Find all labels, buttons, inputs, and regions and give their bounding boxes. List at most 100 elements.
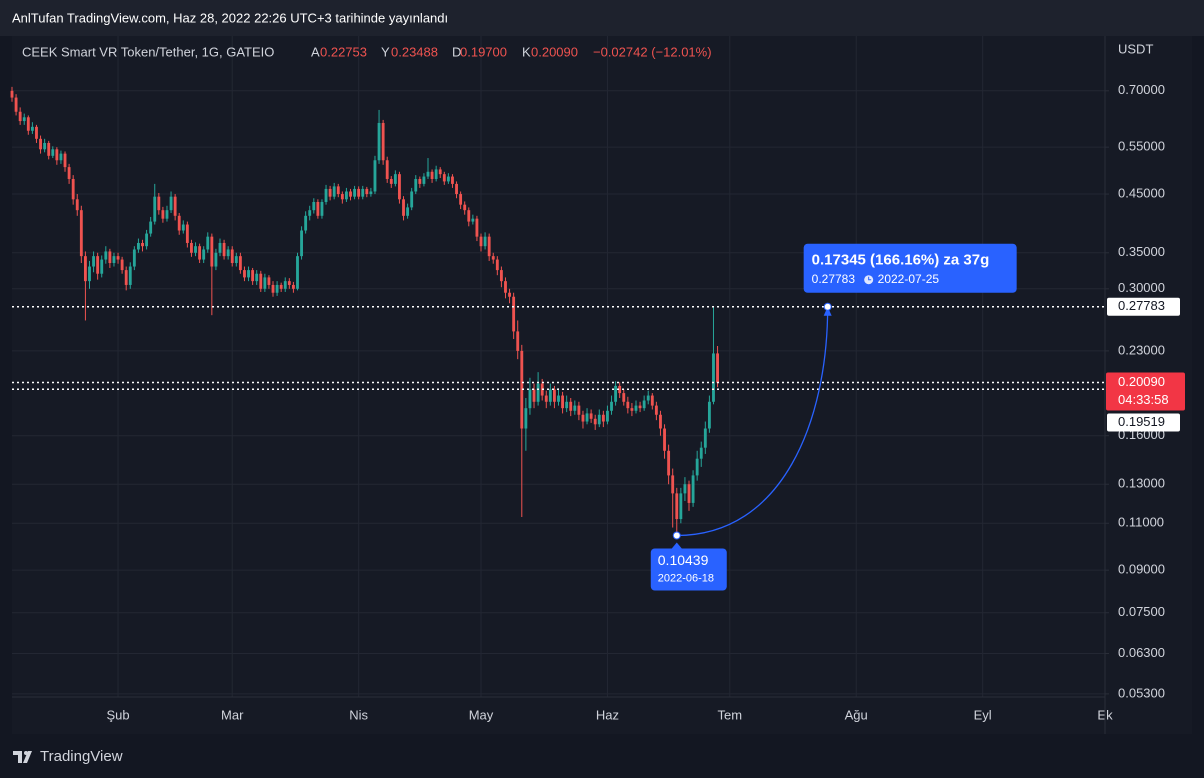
candle-body (210, 236, 214, 267)
candle-body (699, 447, 703, 459)
measure-end (823, 302, 832, 311)
candle-body (202, 249, 206, 260)
candle-body (296, 256, 299, 289)
ohlc-value: 0.19700 (460, 44, 507, 59)
candle-body (267, 277, 271, 285)
candle-body (181, 224, 185, 231)
candle-body (153, 196, 157, 222)
candle-body (593, 418, 597, 425)
candle-body (410, 191, 414, 208)
candle-body (365, 188, 369, 195)
x-tick-label: Tem (718, 707, 743, 722)
chart-panel (12, 36, 1192, 734)
candle-body (520, 350, 524, 429)
candle-body (88, 266, 91, 282)
candle-body (226, 249, 230, 257)
measure-to-date: 2022-07-25 (878, 272, 940, 286)
candle-body (422, 176, 426, 184)
candle-body (646, 395, 650, 401)
candle-body (259, 273, 263, 289)
candle-body (206, 236, 210, 250)
candle-body (406, 207, 410, 216)
candle-body (214, 252, 218, 267)
grid: 0.70000 0.55000 0.45000 0.35000 0.30000 0.230… (12, 36, 1165, 722)
candle-body (430, 171, 434, 179)
candle-body (446, 176, 450, 182)
y-tick-label: 0.30000 (1118, 280, 1165, 295)
brand: TradingView (40, 748, 123, 765)
candle-body (622, 393, 626, 402)
candle-body (467, 210, 471, 222)
x-tick-label: May (469, 707, 494, 722)
candle-body (499, 270, 503, 282)
y-tick-label: 0.05300 (1118, 685, 1165, 700)
header-bar (0, 0, 1204, 36)
candle-body (691, 475, 695, 503)
candle-body (67, 167, 71, 179)
candle-body (504, 281, 507, 293)
candle-body (451, 176, 454, 184)
clock-hands (868, 276, 872, 281)
ohlc-value: 0.20090 (531, 44, 578, 59)
chart-title: CEEK Smart VR Token/Tether, 1G, GATEIO (22, 44, 274, 59)
candle-body (312, 201, 316, 211)
y-tick-label: 0.11000 (1118, 515, 1164, 530)
candle-body (51, 149, 55, 156)
price-line-label: 0.19519 (1118, 414, 1165, 429)
candle-body (263, 277, 267, 289)
candle-body (463, 204, 467, 211)
y-tick-label: 0.70000 (1118, 82, 1165, 97)
candle-body (418, 178, 422, 184)
measure-start-pointer (671, 542, 682, 549)
candle-body (679, 493, 683, 520)
x-tick-label: Şub (106, 707, 129, 722)
candle-body (442, 174, 446, 182)
candle-body (291, 284, 295, 289)
candle-body (438, 169, 442, 175)
candle-body (247, 270, 250, 278)
candle-body (157, 196, 161, 211)
y-tick-label: 0.07500 (1118, 604, 1165, 619)
candle-body (112, 256, 116, 264)
candle-body (475, 218, 479, 237)
candle-body (557, 395, 560, 402)
candle-body (238, 256, 242, 271)
candle-body (659, 414, 662, 429)
candle-body (255, 273, 259, 282)
candle-body (71, 178, 75, 200)
candle-body (495, 259, 499, 271)
candle-body (149, 221, 153, 234)
candle-body (14, 97, 18, 112)
candle-body (75, 199, 79, 211)
candle-body (26, 117, 30, 131)
measure-start (672, 531, 681, 540)
candle-body (137, 242, 140, 250)
candle-body (544, 395, 548, 402)
candle-body (128, 266, 132, 285)
candle-body (43, 142, 47, 150)
candle-body (100, 259, 104, 274)
candle-body (230, 249, 234, 264)
candle-body (332, 186, 336, 197)
candle-body (10, 90, 14, 98)
candle-body (353, 188, 357, 197)
y-tick-label: 0.13000 (1118, 476, 1165, 491)
candle-body (577, 405, 581, 415)
candle-body (716, 353, 719, 383)
measure-label-box (803, 243, 1017, 293)
candle-body (712, 353, 715, 402)
measure-from-date: 2022-06-18 (658, 572, 714, 584)
candle-body (589, 413, 593, 419)
y-tick-label: 0.35000 (1118, 244, 1165, 259)
candle-body (59, 153, 63, 161)
candle-body (434, 169, 438, 179)
publish-header: AnlTufan TradingView.com, Haz 28, 2022 2… (12, 10, 448, 25)
ohlc-name: A (311, 44, 320, 59)
plot (10, 86, 719, 536)
candle-body (251, 270, 255, 282)
x-tick-label: Eyl (974, 707, 992, 722)
candle-body (703, 428, 707, 448)
candle-body (459, 194, 463, 205)
candle-body (132, 249, 136, 267)
candle-body (55, 149, 59, 161)
